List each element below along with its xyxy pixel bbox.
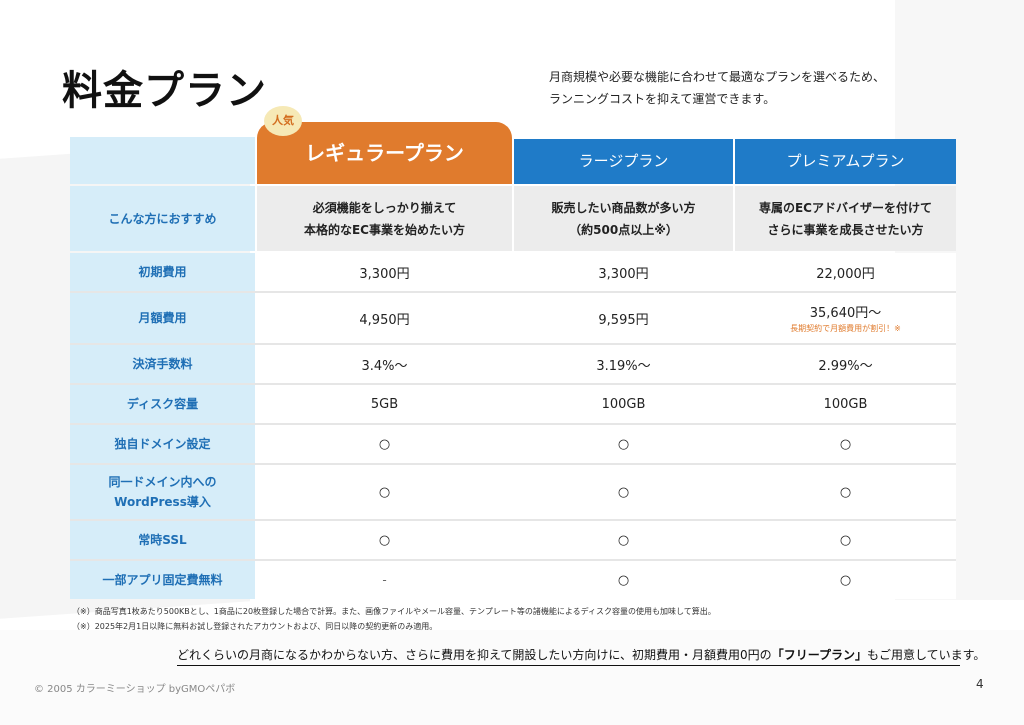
table-row-app-fee: 一部アプリ固定費無料 - ○ ○ (70, 561, 956, 599)
table-cell: 4,950円 (257, 293, 512, 343)
cell-line: さらに事業を成長させたい方 (767, 222, 924, 237)
table-row-custom-domain: 独自ドメイン設定 ○ ○ ○ (70, 425, 956, 463)
table-cell: 販売したい商品数が多い方 （約500点以上※） (514, 186, 733, 251)
cell-line: 本格的なEC事業を始めたい方 (303, 222, 465, 237)
row-divider (70, 423, 956, 425)
page-title: 料金プラン (62, 68, 267, 114)
table-cell: ○ (257, 425, 512, 463)
row-divider (70, 383, 956, 385)
table-cell: 9,595円 (514, 293, 733, 343)
table-row-disk: ディスク容量 5GB 100GB 100GB (70, 385, 956, 423)
table-cell: ○ (514, 425, 733, 463)
table-cell: ○ (735, 561, 956, 599)
row-label: 独自ドメイン設定 (70, 425, 255, 463)
row-label: 一部アプリ固定費無料 (70, 561, 255, 599)
footnote: （※）商品写真1枚あたり500KBとし、1商品に20枚登録した場合で計算。また、… (72, 607, 716, 616)
table-cell: ○ (257, 465, 512, 519)
cell-line: （約500点以上※） (569, 222, 678, 237)
page-number: 4 (976, 677, 984, 691)
table-cell: 2.99%〜 (735, 345, 956, 383)
table-cell: - (257, 561, 512, 599)
discount-note: 長期契約で月額費用が割引！※ (790, 324, 901, 333)
table-cell: 22,000円 (735, 253, 956, 291)
table-cell: ○ (735, 425, 956, 463)
table-cell: 3.19%〜 (514, 345, 733, 383)
row-divider (70, 343, 956, 345)
table-cell: 3,300円 (257, 253, 512, 291)
cell-line: 必須機能をしっかり揃えて (312, 200, 457, 215)
plan-header-regular: レギュラープラン (257, 122, 512, 184)
table-row-initial-fee: 初期費用 3,300円 3,300円 22,000円 (70, 253, 956, 291)
row-label: 初期費用 (70, 253, 255, 291)
background-band (0, 630, 1024, 725)
cell-value: 35,640円〜 (809, 306, 882, 321)
message-text: もご用意しています。 (866, 648, 986, 662)
table-row-recommend: こんな方におすすめ 必須機能をしっかり揃えて 本格的なEC事業を始めたい方 販売… (70, 186, 956, 251)
table-header-empty (70, 137, 255, 184)
table-cell: 専属のECアドバイザーを付けて さらに事業を成長させたい方 (735, 186, 956, 251)
row-label: こんな方におすすめ (70, 186, 255, 251)
table-cell: ○ (735, 521, 956, 559)
row-label-text: こんな方におすすめ (108, 211, 217, 226)
table-cell: ○ (514, 521, 733, 559)
footnote: （※）2025年2月1日以降に無料お試し登録されたアカウントおよび、同日以降の契… (72, 622, 438, 631)
row-label-line: WordPress導入 (114, 495, 211, 509)
table-row-monthly-fee: 月額費用 4,950円 9,595円 35,640円〜 長期契約で月額費用が割引… (70, 293, 956, 343)
table-cell: 3,300円 (514, 253, 733, 291)
table-cell: ○ (735, 465, 956, 519)
row-divider (70, 291, 956, 293)
row-label: ディスク容量 (70, 385, 255, 423)
row-label: 常時SSL (70, 521, 255, 559)
row-divider (70, 559, 956, 561)
plan-header-premium: プレミアムプラン (735, 139, 956, 184)
row-divider (70, 463, 956, 465)
table-row-ssl: 常時SSL ○ ○ ○ (70, 521, 956, 559)
table-cell: 5GB (257, 385, 512, 423)
popular-badge: 人気 (264, 106, 302, 136)
free-plan-message: どれくらいの月商になるかわからない方、さらに費用を抑えて開設したい方向けに、初期… (177, 646, 985, 666)
table-cell: ○ (257, 521, 512, 559)
plan-header-large: ラージプラン (514, 139, 733, 184)
copyright: © 2005 カラーミーショップ byGMOペパボ (34, 684, 236, 695)
table-row-payment-fee: 決済手数料 3.4%〜 3.19%〜 2.99%〜 (70, 345, 956, 383)
table-cell: 100GB (735, 385, 956, 423)
row-label: 同一ドメイン内への WordPress導入 (70, 465, 255, 519)
table-row-wordpress: 同一ドメイン内への WordPress導入 ○ ○ ○ (70, 465, 956, 519)
row-divider (70, 519, 956, 521)
table-cell: ○ (514, 465, 733, 519)
table-cell: ○ (514, 561, 733, 599)
cell-line: 専属のECアドバイザーを付けて (758, 200, 932, 215)
row-label-line: 同一ドメイン内への (108, 475, 217, 489)
lead-text: 月商規模や必要な機能に合わせて最適なプランを選べるため、 ランニングコストを抑え… (549, 66, 949, 110)
table-cell: 100GB (514, 385, 733, 423)
row-label: 月額費用 (70, 293, 255, 343)
table-cell: 必須機能をしっかり揃えて 本格的なEC事業を始めたい方 (257, 186, 512, 251)
table-cell: 35,640円〜 長期契約で月額費用が割引！※ (735, 293, 956, 343)
lead-line: ランニングコストを抑えて運営できます。 (549, 92, 776, 106)
table-cell: 3.4%〜 (257, 345, 512, 383)
cell-line: 販売したい商品数が多い方 (551, 200, 696, 215)
lead-line: 月商規模や必要な機能に合わせて最適なプランを選べるため、 (549, 70, 886, 84)
row-label: 決済手数料 (70, 345, 255, 383)
message-text: どれくらいの月商になるかわからない方、さらに費用を抑えて開設したい方向けに、初期… (177, 648, 772, 662)
free-plan-name: 「フリープラン」 (771, 648, 867, 662)
